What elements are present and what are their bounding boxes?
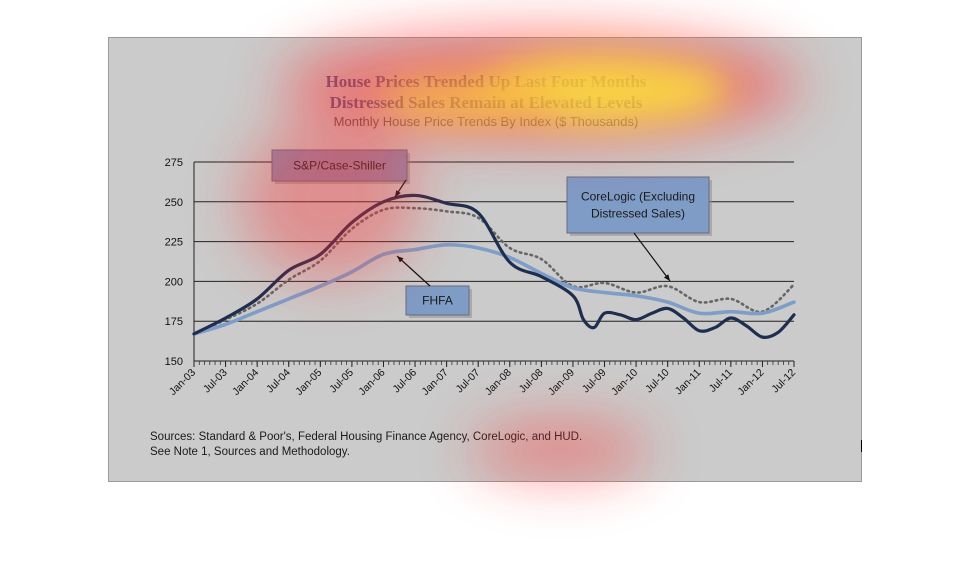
x-tick-label: Jul-12 <box>769 367 798 396</box>
sources-methodology-note: See Note 1, Sources and Methodology. <box>150 446 350 458</box>
callout-corelogic-label: Distressed Sales) <box>591 207 685 221</box>
x-tick-label: Jul-05 <box>327 367 356 396</box>
x-tick-label: Jul-06 <box>390 367 419 396</box>
x-tick-label: Jan-09 <box>546 367 577 398</box>
x-tick-label: Jan-04 <box>230 367 261 398</box>
x-tick-label: Jul-04 <box>264 367 293 396</box>
x-tick-label: Jul-03 <box>201 367 230 396</box>
x-tick-label: Jan-05 <box>293 367 324 398</box>
x-tick-label: Jan-03 <box>167 367 198 398</box>
x-tick-label: Jul-11 <box>707 367 735 395</box>
x-tick-label: Jan-06 <box>356 367 387 398</box>
x-tick-label: Jul-09 <box>580 367 609 396</box>
x-tick-label: Jan-10 <box>609 367 640 398</box>
x-tick-label: Jan-07 <box>420 367 451 398</box>
series-fhfa-line <box>192 242 796 336</box>
y-tick-label: 225 <box>165 237 183 249</box>
y-tick-label: 150 <box>165 356 183 368</box>
callout-corelogic-arrowhead <box>663 274 670 281</box>
callout-case-shiller-label: S&P/Case-Shiller <box>293 159 386 173</box>
x-tick-label: Jul-07 <box>454 367 483 396</box>
x-tick-label: Jan-11 <box>673 367 704 398</box>
callout-corelogic-label: CoreLogic (Excluding <box>581 190 695 204</box>
y-tick-label: 250 <box>165 197 183 209</box>
y-tick-label: 175 <box>165 316 183 328</box>
callout-corelogic-box <box>566 176 710 234</box>
callout-fhfa-label: FHFA <box>422 294 453 308</box>
x-tick-label: Jul-10 <box>643 367 672 396</box>
x-tick-label: Jan-08 <box>483 367 514 398</box>
text-cursor <box>861 440 862 452</box>
callout-corelogic-arrow-line <box>633 232 671 282</box>
x-tick-label: Jul-08 <box>517 367 546 396</box>
x-tick-label: Jan-12 <box>735 367 766 398</box>
callout-fhfa-box <box>405 285 470 316</box>
y-tick-label: 275 <box>165 157 183 169</box>
y-tick-label: 200 <box>165 276 183 288</box>
